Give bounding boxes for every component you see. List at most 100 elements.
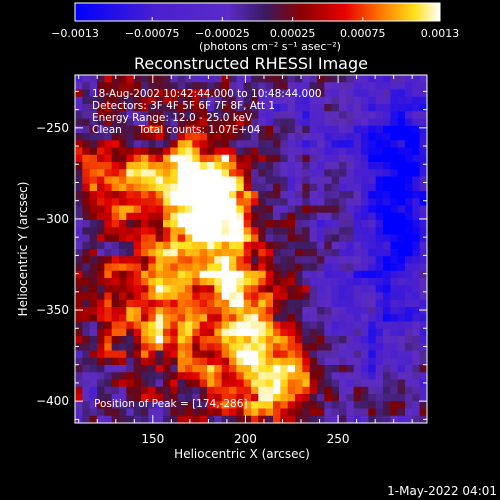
heatmap-cell bbox=[148, 365, 157, 373]
heatmap-cell bbox=[353, 205, 362, 214]
heatmap-cell bbox=[383, 408, 391, 417]
heatmap-cell bbox=[199, 183, 208, 192]
heatmap-cell bbox=[243, 191, 252, 199]
heatmap-cell bbox=[141, 104, 149, 112]
heatmap-cell bbox=[243, 198, 252, 206]
heatmap-cell bbox=[207, 227, 215, 235]
heatmap-cell bbox=[82, 379, 91, 388]
heatmap-cell bbox=[273, 278, 281, 286]
heatmap-cell bbox=[199, 365, 208, 373]
heatmap-cell bbox=[375, 408, 384, 417]
heatmap-cell bbox=[214, 125, 223, 134]
heatmap-cell bbox=[412, 256, 421, 264]
heatmap-cell bbox=[280, 350, 289, 359]
heatmap-cell bbox=[295, 263, 303, 272]
heatmap-cell bbox=[126, 270, 135, 279]
heatmap-cell bbox=[104, 408, 113, 417]
heatmap-cell bbox=[419, 278, 427, 286]
heatmap-cell bbox=[383, 140, 391, 148]
heatmap-cell bbox=[229, 336, 237, 344]
heatmap-cell bbox=[397, 169, 406, 177]
heatmap-cell bbox=[229, 321, 237, 330]
heatmap-cell bbox=[192, 292, 201, 301]
heatmap-cell bbox=[97, 147, 105, 156]
heatmap-cell bbox=[163, 386, 171, 395]
heatmap-cell bbox=[280, 328, 289, 337]
heatmap-cell bbox=[104, 278, 113, 286]
heatmap-cell bbox=[258, 220, 267, 228]
heatmap-cell bbox=[375, 314, 384, 322]
chart-title: Reconstructed RHESSI Image bbox=[134, 54, 368, 73]
heatmap-cell bbox=[119, 162, 127, 170]
heatmap-cell bbox=[97, 234, 105, 243]
heatmap-cell bbox=[133, 147, 142, 156]
heatmap-cell bbox=[185, 140, 193, 148]
heatmap-cell bbox=[258, 350, 267, 359]
heatmap-cell bbox=[214, 176, 223, 185]
heatmap-cell bbox=[104, 82, 113, 90]
heatmap-cell bbox=[133, 205, 142, 214]
heatmap-cell bbox=[412, 220, 421, 228]
heatmap-cell bbox=[141, 386, 149, 395]
heatmap-cell bbox=[280, 147, 289, 156]
heatmap-cell bbox=[111, 285, 120, 293]
heatmap-cell bbox=[302, 227, 311, 235]
heatmap-cell bbox=[75, 372, 83, 380]
heatmap-cell bbox=[405, 328, 413, 337]
heatmap-cell bbox=[346, 183, 355, 192]
heatmap-cell bbox=[141, 292, 149, 301]
heatmap-cell bbox=[82, 169, 91, 177]
heatmap-cell bbox=[126, 205, 135, 214]
heatmap-cell bbox=[243, 82, 252, 90]
heatmap-cell bbox=[251, 205, 259, 214]
heatmap-cell bbox=[258, 249, 267, 257]
heatmap-cell bbox=[390, 292, 399, 301]
heatmap-cell bbox=[339, 386, 347, 395]
heatmap-cell bbox=[214, 162, 223, 170]
heatmap-cell bbox=[141, 270, 149, 279]
heatmap-cell bbox=[97, 299, 105, 308]
heatmap-cell bbox=[170, 96, 179, 105]
heatmap-cell bbox=[375, 133, 384, 141]
heatmap-cell bbox=[236, 198, 245, 206]
heatmap-cell bbox=[177, 292, 186, 301]
heatmap-cell bbox=[287, 140, 296, 148]
heatmap-cell bbox=[331, 372, 340, 380]
heatmap-cell bbox=[119, 408, 127, 417]
heatmap-cell bbox=[141, 365, 149, 373]
heatmap-cell bbox=[265, 263, 274, 272]
heatmap-cell bbox=[324, 343, 333, 351]
heatmap-cell bbox=[324, 169, 333, 177]
heatmap-cell bbox=[75, 386, 83, 395]
heatmap-cell bbox=[75, 191, 83, 199]
heatmap-cell bbox=[185, 125, 193, 134]
heatmap-cell bbox=[199, 379, 208, 388]
heatmap-cell bbox=[353, 285, 362, 293]
heatmap-cell bbox=[331, 299, 340, 308]
heatmap-cell bbox=[155, 379, 164, 388]
heatmap-cell bbox=[361, 307, 369, 315]
heatmap-cell bbox=[339, 89, 347, 98]
heatmap-cell bbox=[419, 263, 427, 272]
heatmap-cell bbox=[353, 111, 362, 119]
heatmap-cell bbox=[185, 104, 193, 112]
heatmap-cell bbox=[185, 285, 193, 293]
heatmap-cell bbox=[214, 205, 223, 214]
heatmap-cell bbox=[280, 379, 289, 388]
heatmap-cell bbox=[170, 140, 179, 148]
heatmap-cell bbox=[273, 96, 281, 105]
heatmap-cell bbox=[331, 256, 340, 264]
heatmap-cell bbox=[148, 357, 157, 366]
heatmap-cell bbox=[412, 343, 421, 351]
heatmap-cell bbox=[317, 336, 325, 344]
heatmap-cell bbox=[331, 343, 340, 351]
heatmap-cell bbox=[405, 343, 413, 351]
heatmap-cell bbox=[75, 169, 83, 177]
heatmap-cell bbox=[251, 343, 259, 351]
heatmap-cell bbox=[412, 285, 421, 293]
heatmap-cell bbox=[104, 89, 113, 98]
heatmap-cell bbox=[243, 372, 252, 380]
heatmap-cell bbox=[199, 96, 208, 105]
heatmap-cell bbox=[361, 176, 369, 185]
heatmap-cell bbox=[221, 299, 230, 308]
